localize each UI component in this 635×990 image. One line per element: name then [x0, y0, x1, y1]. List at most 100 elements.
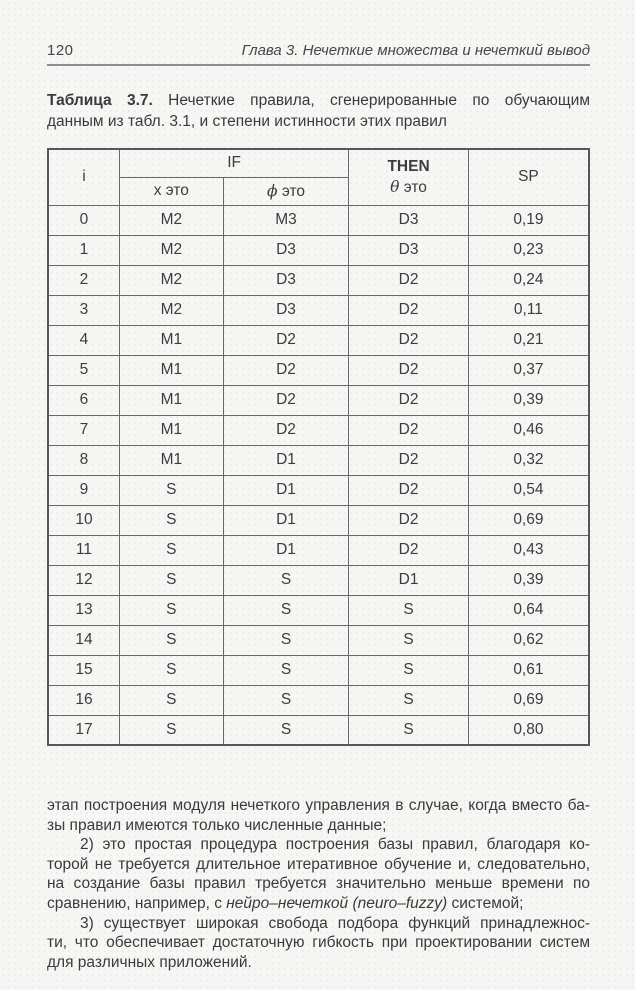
table-cell: 13: [47, 594, 120, 626]
table-cell: D2: [348, 354, 469, 386]
table-cell: S: [222, 684, 350, 716]
table-cell: 6: [47, 384, 120, 416]
text-segment: этап построения модуля нечеткого управле…: [47, 797, 590, 814]
text-line: сравнению, например, с нейро–нечеткой (n…: [47, 894, 590, 914]
table-row: 12 S S D1 0,39: [47, 564, 590, 596]
table-cell: M1: [118, 354, 224, 386]
table-cell: S: [222, 654, 350, 686]
table-cell: 12: [47, 564, 120, 596]
table-cell: 0,43: [467, 534, 590, 566]
table-row: 10 S D1 D2 0,69: [47, 504, 590, 536]
table-cell: 0,54: [467, 474, 590, 506]
phi-word: это: [277, 182, 306, 200]
body-text: этап построения модуля нечеткого управле…: [47, 796, 590, 972]
text-segment: сравнению, например, с: [47, 894, 227, 912]
table-cell: 0,23: [467, 234, 590, 266]
table-cell: 0,32: [467, 444, 590, 476]
text-line: на создание базы правил требуется значит…: [47, 874, 590, 894]
table-row: 4 M1 D2 D2 0,21: [47, 324, 590, 356]
table-cell: S: [222, 714, 350, 746]
running-head: Глава 3. Нечеткие множества и нечеткий в…: [241, 42, 590, 59]
table-cell: 17: [47, 714, 120, 746]
table-row: 11 S D1 D2 0,43: [47, 534, 590, 566]
table-cell: D2: [222, 354, 350, 386]
text-segment: для различных приложений.: [47, 953, 252, 971]
table-cell: D2: [348, 324, 469, 356]
table-cell: S: [118, 654, 224, 686]
table-cell: S: [118, 714, 224, 746]
table-cell: 10: [47, 504, 120, 536]
text-line: 2) это простая процедура построения базы…: [47, 835, 590, 855]
table-row: 0 M2 M3 D3 0,19: [47, 204, 590, 236]
table-cell: 5: [47, 354, 120, 386]
text-line: для различных приложений.: [47, 953, 590, 973]
table-cell: 3: [47, 294, 120, 326]
table-cell: S: [348, 594, 469, 626]
table-row: 13 S S S 0,64: [47, 594, 590, 626]
table-cell: M1: [118, 444, 224, 476]
table-cell: 0,80: [467, 714, 590, 746]
table-cell: M1: [118, 414, 224, 446]
text-line: 3) существует широкая свобода подбора фу…: [47, 914, 590, 934]
text-line: зы правил имеются только численные данны…: [47, 816, 590, 836]
table-cell: M2: [118, 294, 224, 326]
table-cell: 0,24: [467, 264, 590, 296]
table-row: 8 M1 D1 D2 0,32: [47, 444, 590, 476]
table-cell: 0,69: [467, 504, 590, 536]
table-cell: S: [118, 624, 224, 656]
table-cell: D3: [222, 264, 350, 296]
table-cell: S: [118, 504, 224, 536]
paragraph: 3) существует широкая свобода подбора фу…: [47, 914, 590, 973]
table-cell: S: [222, 624, 350, 656]
table-row: 7 M1 D2 D2 0,46: [47, 414, 590, 446]
table-cell: S: [118, 564, 224, 596]
table-cell: D2: [348, 264, 469, 296]
col-header-theta: θ это: [350, 177, 468, 198]
table-cell: 2: [47, 264, 120, 296]
rules-table-body: 0 M2 M3 D3 0,19 1 M2 D3 D3 0,23 2 M2 D3 D2 0,24 3 M2 D3 D2…: [47, 204, 590, 746]
table-row: 9 S D1 D2 0,54: [47, 474, 590, 506]
table-cell: 15: [47, 654, 120, 686]
rules-table-head: i IF THEN θ это SP x это ϕ это: [47, 148, 590, 206]
table-cell: S: [348, 654, 469, 686]
col-header-i: i: [47, 148, 120, 206]
text-segment: 2) это простая процедура построения базы…: [80, 836, 590, 854]
table-cell: 0,19: [467, 204, 590, 236]
text-segment: зы правил имеются только численные данны…: [47, 816, 387, 834]
table-cell: 0,46: [467, 414, 590, 446]
text-line: ти, что обеспечивает достаточную гибкост…: [47, 933, 590, 953]
bold-text: Таблица 3.7.: [47, 92, 153, 109]
text-line: Таблица 3.7. Нечеткие правила, сгенериро…: [47, 91, 590, 112]
table-cell: 0: [47, 204, 120, 236]
table-cell: D3: [348, 234, 469, 266]
table-cell: 0,39: [467, 384, 590, 416]
text-segment: 3) существует широкая свобода подбора фу…: [80, 914, 590, 932]
col-header-then: THEN θ это: [348, 148, 469, 206]
table-cell: M1: [118, 384, 224, 416]
rules-table: i IF THEN θ это SP x это ϕ это 0 M2 M3 D3 0,…: [47, 148, 590, 746]
table-row: 5 M1 D2 D2 0,37: [47, 354, 590, 386]
table-cell: D2: [348, 444, 469, 476]
col-header-then-label: THEN: [387, 158, 430, 176]
table-cell: D2: [348, 384, 469, 416]
text-line: данным из табл. 3.1, и степени истинност…: [47, 112, 590, 133]
table-row: 3 M2 D3 D2 0,11: [47, 294, 590, 326]
table-cell: D2: [222, 414, 350, 446]
table-cell: D2: [348, 504, 469, 536]
table-cell: S: [348, 684, 469, 716]
table-cell: 0,37: [467, 354, 590, 386]
table-cell: 0,69: [467, 684, 590, 716]
table-cell: S: [118, 684, 224, 716]
table-cell: D2: [348, 294, 469, 326]
page-header: 120 Глава 3. Нечеткие множества и нечетк…: [47, 42, 590, 66]
table-cell: 0,64: [467, 594, 590, 626]
table-cell: 0,39: [467, 564, 590, 596]
col-header-sp: SP: [467, 148, 590, 206]
text-segment: на создание базы правил требуется значит…: [47, 875, 590, 893]
text-segment: системой;: [447, 894, 524, 912]
table-cell: 1: [47, 234, 120, 266]
table-cell: 4: [47, 324, 120, 356]
table-cell: S: [118, 474, 224, 506]
text-segment: данным из табл. 3.1, и степени истинност…: [47, 112, 447, 130]
